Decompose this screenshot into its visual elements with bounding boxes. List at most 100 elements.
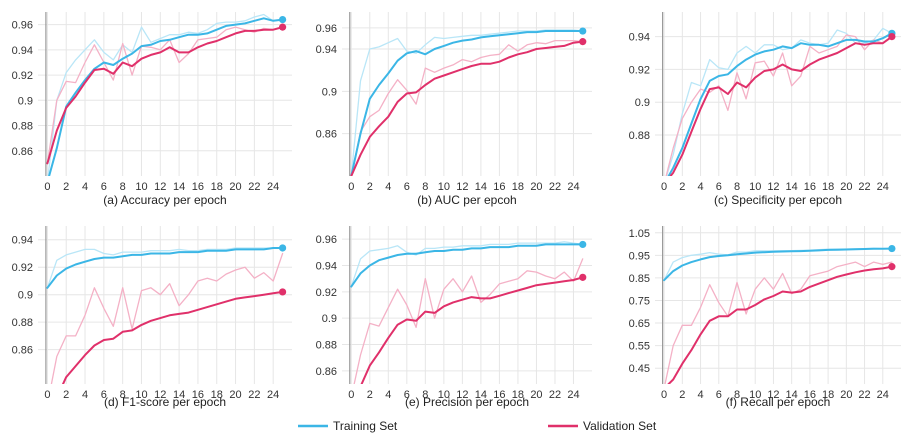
validation-end-marker	[278, 288, 287, 296]
x-tick-label: 4	[82, 181, 88, 193]
x-tick-label: 6	[101, 181, 107, 193]
validation-raw-line	[353, 258, 584, 384]
x-tick-label: 24	[267, 181, 279, 193]
training-smoothed-line	[46, 247, 284, 289]
x-tick-label: 8	[734, 389, 740, 401]
chart-panel-6: 0.450.550.650.750.850.951.050 2 4 6 8 10 12 14 1…	[629, 226, 901, 409]
x-tick-label: 0	[348, 181, 354, 193]
x-tick-label: 16	[493, 389, 505, 401]
chart-caption: (d) F1-score per epoch	[104, 395, 226, 409]
chart-panel-3: 0.880.90.920.940 2 4 6 8 10 12 14 16 18 20 22 24(c) …	[629, 12, 901, 207]
validation-raw-line	[50, 252, 284, 384]
validation-end-marker	[888, 263, 896, 271]
x-tick-label: 18	[512, 181, 524, 193]
y-tick-label: 0.55	[629, 341, 650, 353]
y-tick-label: 0.45	[629, 363, 650, 375]
validation-raw-line	[46, 26, 284, 165]
chart-caption: (b) AUC per epcoh	[417, 193, 516, 207]
y-tick-label: 0.94	[316, 44, 337, 56]
x-tick-label: 0	[348, 389, 354, 401]
training-raw-line	[46, 247, 284, 289]
chart-caption: (c) Specificity per epcoh	[714, 193, 842, 207]
training-smoothed-line	[48, 17, 284, 176]
x-tick-label: 12	[767, 181, 779, 193]
y-tick-label: 0.86	[316, 129, 337, 141]
x-tick-label: 4	[697, 389, 703, 401]
x-tick-label: 8	[422, 181, 428, 193]
x-tick-label: 24	[567, 181, 579, 193]
x-tick-label: 14	[475, 389, 487, 401]
x-tick-label: 10	[438, 389, 450, 401]
x-tick-label: 22	[549, 181, 561, 193]
training-raw-line	[350, 241, 584, 288]
x-tick-label: 8	[120, 389, 126, 401]
validation-end-marker	[888, 33, 896, 41]
x-tick-label: 2	[63, 389, 69, 401]
y-tick-label: 0.9	[18, 95, 33, 107]
training-raw-line	[47, 13, 284, 176]
x-tick-label: 14	[173, 181, 185, 193]
y-tick-label: 0.88	[629, 130, 650, 142]
y-tick-label: 0.9	[18, 290, 33, 302]
x-tick-label: 6	[101, 389, 107, 401]
x-tick-label: 16	[192, 389, 204, 401]
x-tick-label: 8	[120, 181, 126, 193]
legend-train-label: Training Set	[333, 419, 398, 433]
x-tick-label: 16	[493, 181, 505, 193]
x-tick-label: 12	[767, 389, 779, 401]
chart-caption: (e) Precision per epoch	[405, 395, 529, 409]
y-tick-label: 0.86	[316, 366, 337, 378]
x-tick-label: 22	[248, 181, 260, 193]
x-tick-label: 16	[804, 389, 816, 401]
y-tick-label: 0.9	[635, 97, 650, 109]
x-tick-label: 4	[82, 389, 88, 401]
y-tick-label: 0.88	[316, 340, 337, 352]
x-tick-label: 22	[549, 389, 561, 401]
y-tick-label: 0.86	[12, 345, 33, 357]
validation-smoothed-line	[667, 265, 893, 384]
validation-smoothed-line	[350, 40, 584, 176]
x-tick-label: 2	[679, 389, 685, 401]
y-tick-label: 0.92	[629, 64, 650, 76]
x-tick-label: 0	[661, 389, 667, 401]
x-tick-label: 6	[404, 389, 410, 401]
validation-smoothed-line	[360, 276, 584, 384]
legend-val-label: Validation Set	[583, 419, 657, 433]
validation-smoothed-line	[669, 35, 893, 176]
x-tick-label: 18	[822, 181, 834, 193]
x-tick-label: 0	[44, 181, 50, 193]
training-raw-line	[350, 29, 584, 176]
validation-raw-line	[665, 34, 893, 176]
x-tick-label: 2	[63, 181, 69, 193]
x-tick-label: 14	[786, 389, 798, 401]
y-tick-label: 0.96	[316, 23, 337, 35]
chart-panel-1: 0.860.880.90.920.940.960 2 4 6 8 10 12 14 16 18 20…	[12, 12, 292, 207]
x-tick-label: 6	[404, 181, 410, 193]
training-end-marker	[579, 240, 587, 249]
x-tick-label: 2	[367, 389, 373, 401]
y-tick-label: 0.94	[12, 45, 33, 57]
y-tick-label: 0.92	[12, 262, 33, 274]
x-tick-label: 0	[661, 181, 667, 193]
x-tick-label: 12	[456, 181, 468, 193]
y-tick-label: 0.75	[629, 295, 650, 307]
legend: Training Set Validation Set	[298, 419, 657, 433]
x-tick-label: 20	[229, 181, 241, 193]
x-tick-label: 12	[154, 181, 166, 193]
x-tick-label: 14	[475, 181, 487, 193]
y-tick-label: 0.92	[316, 287, 337, 299]
x-tick-label: 2	[367, 181, 373, 193]
x-tick-label: 10	[749, 389, 761, 401]
x-tick-label: 14	[173, 389, 185, 401]
y-tick-label: 0.65	[629, 318, 650, 330]
x-tick-label: 4	[385, 389, 391, 401]
x-tick-label: 18	[211, 181, 223, 193]
y-tick-label: 0.86	[12, 146, 33, 158]
x-tick-label: 8	[422, 389, 428, 401]
training-smoothed-line	[350, 243, 584, 288]
x-tick-label: 10	[438, 181, 450, 193]
x-tick-label: 10	[749, 181, 761, 193]
x-tick-label: 24	[567, 389, 579, 401]
training-raw-line	[663, 247, 893, 281]
x-tick-label: 10	[135, 389, 147, 401]
